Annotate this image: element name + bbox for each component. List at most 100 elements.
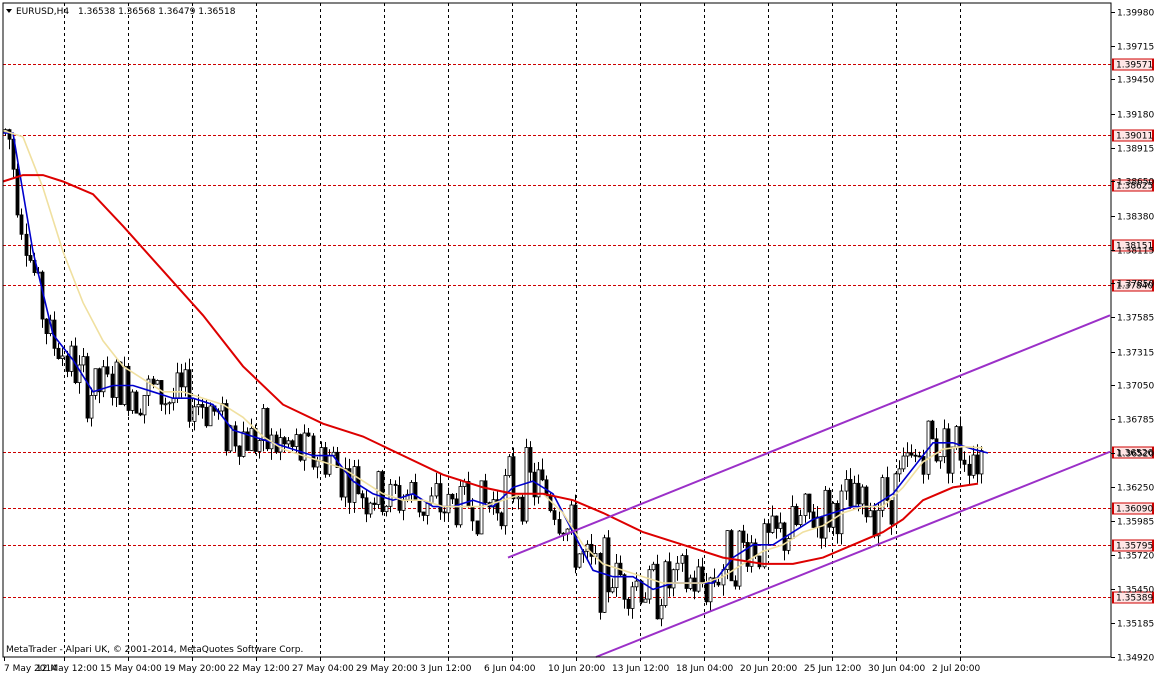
- candle-body: [962, 459, 967, 465]
- x-tick-label: 18 Jun 04:00: [676, 664, 733, 674]
- candle-body: [589, 543, 594, 557]
- candle-body: [298, 434, 303, 461]
- channel-upper-line[interactable]: [507, 314, 1111, 559]
- candle-body: [220, 403, 225, 412]
- candle-body: [557, 519, 562, 534]
- y-tick-label: 1.36520: [1117, 450, 1154, 460]
- trend-channel-layer: [507, 314, 1111, 658]
- candle-body: [425, 503, 430, 516]
- candle-body: [101, 366, 106, 393]
- candle-body: [737, 530, 742, 587]
- price-level-label: 1.36526: [1116, 449, 1153, 459]
- candle-body: [360, 493, 365, 499]
- symbol-label: EURUSD,H4: [16, 7, 69, 17]
- candle-body: [56, 347, 61, 359]
- y-tick-label: 1.37050: [1117, 382, 1154, 392]
- price-level-tag-inner: [1114, 447, 1152, 458]
- candle-body: [142, 394, 147, 416]
- candle-body: [880, 477, 885, 511]
- candle-body: [921, 456, 926, 475]
- candle-body: [196, 404, 201, 408]
- candle-body: [475, 520, 480, 535]
- candle-body: [876, 509, 881, 537]
- candle-body: [187, 369, 192, 422]
- candle-body: [852, 482, 857, 507]
- price-level-label: 1.38625: [1116, 182, 1153, 192]
- candle-body: [831, 503, 836, 528]
- candle-body: [311, 435, 316, 468]
- candle-body: [651, 563, 656, 571]
- candle-body: [692, 577, 697, 592]
- candle-body: [975, 454, 980, 475]
- x-tick-label: 3 Jun 12:00: [420, 664, 472, 674]
- price-level-tag-inner: [1114, 59, 1152, 70]
- candle-body: [872, 510, 877, 537]
- candle-body: [598, 553, 603, 613]
- y-tick-label: 1.39980: [1117, 9, 1154, 19]
- candle-body: [372, 502, 377, 505]
- candle-body: [684, 555, 689, 589]
- candle-body: [708, 577, 713, 603]
- candle-body: [643, 598, 648, 603]
- price-level-tag-inner: [1114, 503, 1152, 514]
- candle-body: [253, 428, 258, 452]
- candle-body: [495, 499, 500, 514]
- candle-body: [237, 445, 242, 457]
- candle-body: [667, 561, 672, 589]
- dropdown-arrow-icon[interactable]: [6, 9, 12, 13]
- candle-body: [774, 515, 779, 529]
- candle-body: [306, 432, 311, 437]
- candle-body: [470, 506, 475, 522]
- candle-body: [347, 468, 352, 503]
- y-tick-label: 1.35720: [1117, 552, 1154, 562]
- candle-body: [204, 406, 209, 427]
- candle-body: [868, 510, 873, 518]
- candle-body: [179, 372, 184, 388]
- candle-body: [647, 569, 652, 600]
- candle-body: [860, 486, 865, 505]
- candle-body: [848, 479, 853, 507]
- candle-body: [434, 483, 439, 497]
- candle-body: [126, 365, 131, 411]
- y-tick-label: 1.36785: [1117, 416, 1154, 426]
- candle-body: [228, 425, 233, 452]
- candle-body: [893, 473, 898, 525]
- y-tick-label: 1.39715: [1117, 43, 1154, 53]
- candle-body: [458, 486, 463, 526]
- channel-lower-line[interactable]: [595, 450, 1111, 658]
- y-tick-label: 1.35985: [1117, 518, 1154, 528]
- y-tick-label: 1.37585: [1117, 314, 1154, 324]
- candle-body: [249, 428, 254, 451]
- candle-body: [319, 447, 324, 462]
- x-tick-label: 19 May 20:00: [164, 664, 226, 674]
- candle-body: [803, 493, 808, 516]
- copyright-text: MetaTrader - Alpari UK, © 2001-2014, Met…: [6, 645, 303, 655]
- moving-averages-layer: [2, 129, 989, 591]
- candle-body: [835, 503, 840, 535]
- candle-body: [934, 438, 939, 462]
- candle-body: [438, 483, 443, 513]
- candle-body: [294, 434, 299, 447]
- candle-body: [503, 475, 508, 527]
- candle-body: [97, 368, 102, 393]
- chart-header: EURUSD,H4 1.36538 1.36568 1.36479 1.3651…: [6, 7, 236, 17]
- candle-body: [245, 431, 250, 451]
- candle-body: [856, 482, 861, 505]
- x-tick-label: 6 Jun 04:00: [484, 664, 536, 674]
- price-level-label: 1.39011: [1116, 132, 1153, 142]
- candle-body: [548, 495, 553, 512]
- candle-body: [167, 402, 172, 405]
- candle-body: [401, 499, 406, 511]
- candle-body: [745, 542, 750, 567]
- price-level-tag-inner: [1114, 180, 1152, 191]
- candle-body: [450, 493, 455, 500]
- candle-body: [946, 428, 951, 474]
- price-level-tag-inner: [1114, 240, 1152, 251]
- price-level-label: 1.38151: [1116, 242, 1153, 252]
- candle-body: [130, 391, 135, 411]
- candle-body: [757, 555, 762, 568]
- x-tick-label: 10 Jun 20:00: [548, 664, 605, 674]
- candle-body: [634, 580, 639, 588]
